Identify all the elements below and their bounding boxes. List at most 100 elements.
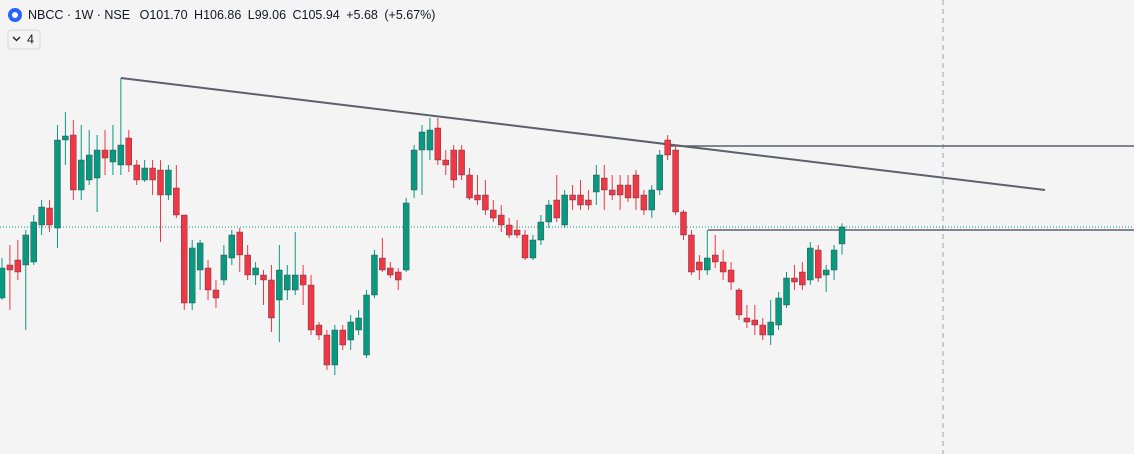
candle-body <box>38 206 45 226</box>
candle-body <box>632 174 640 199</box>
symbol[interactable]: NBCC · 1W · NSE <box>28 8 130 22</box>
candle-body <box>561 194 568 226</box>
candle-body <box>759 324 766 336</box>
candle-body <box>292 274 299 291</box>
candle-body <box>212 289 220 299</box>
candle-body <box>577 194 584 206</box>
candle-body <box>688 234 695 273</box>
candle-body <box>101 149 109 159</box>
candle-body <box>696 261 703 271</box>
candle-body <box>648 189 656 211</box>
candle-body <box>331 329 339 366</box>
candle-body <box>410 149 418 191</box>
candle-body <box>553 199 560 219</box>
ohlc-label: O <box>140 8 150 22</box>
candle-body <box>14 259 22 273</box>
candle-body <box>157 169 164 196</box>
candle-body <box>791 277 798 283</box>
candle-body <box>418 131 426 151</box>
candle-body <box>355 317 362 331</box>
indicators-count: 4 <box>27 32 34 46</box>
candle-body <box>307 284 315 331</box>
candle-body <box>93 149 101 179</box>
change-percent: (+5.67%) <box>384 8 435 22</box>
candle-body <box>85 154 93 181</box>
candle-body <box>260 274 267 281</box>
candle-body <box>133 164 140 181</box>
candle-body <box>545 204 552 223</box>
candle-body <box>490 209 497 219</box>
candle-body <box>387 267 394 276</box>
candle-body <box>315 324 323 336</box>
candle-body <box>188 247 196 304</box>
indicators-button[interactable] <box>7 29 41 50</box>
candle-body <box>70 134 77 191</box>
candle-body <box>505 224 513 236</box>
legend-bar: NBCC · 1W · NSE O101.70 H106.86 L99.06 C… <box>7 8 435 50</box>
ohlc-value: 106.86 <box>203 8 241 22</box>
candle-body <box>173 187 180 216</box>
candle-body <box>569 194 576 201</box>
candle-body <box>402 202 410 271</box>
candle-body <box>204 267 212 291</box>
candle-body <box>62 135 69 141</box>
legend-text: NBCC · 1W · NSE O101.70 H106.86 L99.06 C… <box>28 8 435 22</box>
candle-body <box>347 321 354 341</box>
candle-body <box>822 269 830 276</box>
candle-body <box>371 254 378 296</box>
candle-body <box>363 294 370 356</box>
change: +5.68 <box>346 8 378 22</box>
candle-body <box>450 149 457 181</box>
candle-body <box>276 269 283 301</box>
candle-body <box>149 167 156 181</box>
candle-body <box>196 242 204 271</box>
candle-body <box>815 249 822 279</box>
ohlc-label: H <box>194 8 203 22</box>
trend-line <box>120 77 1046 191</box>
candle-body <box>656 154 663 191</box>
candle-body <box>181 214 188 304</box>
ohlc-value: 101.70 <box>149 8 187 22</box>
candle-body <box>727 269 735 283</box>
symbol-logo-inner <box>12 12 18 18</box>
candle-body <box>775 297 782 326</box>
candle-body <box>704 257 711 271</box>
candle-body <box>426 129 434 151</box>
candle-body <box>434 127 442 161</box>
candle-body <box>30 221 37 263</box>
candle-body <box>379 257 386 271</box>
candle-body <box>0 267 6 299</box>
candle-body <box>585 199 592 206</box>
candle-body <box>521 234 529 259</box>
candle-body <box>474 194 481 201</box>
candle-body <box>616 184 624 196</box>
candle-body <box>672 149 679 213</box>
candle-body <box>601 177 608 191</box>
candle-body <box>807 247 814 281</box>
candle-body <box>228 234 236 259</box>
candle-body <box>664 139 671 156</box>
indicators-toggle[interactable]: 4 <box>7 29 41 50</box>
candle-body <box>735 289 743 316</box>
candle-body <box>442 159 449 166</box>
candle-body <box>640 194 648 211</box>
candle-body <box>593 174 600 193</box>
candle-body <box>252 267 259 276</box>
candle-body <box>284 274 291 291</box>
candle-body <box>165 169 172 196</box>
candle-body <box>751 319 759 326</box>
candle-body <box>244 254 251 276</box>
candle-body <box>537 221 545 241</box>
candle-body <box>220 254 228 281</box>
candle-body <box>529 239 537 259</box>
candle-body <box>125 137 132 166</box>
candle-body <box>22 234 29 266</box>
candle-body <box>268 279 275 319</box>
candle-body <box>624 184 632 199</box>
candle-body <box>783 277 790 306</box>
candle-body <box>712 254 719 263</box>
ohlc-value: 105.94 <box>302 8 340 22</box>
candle-body <box>323 334 331 366</box>
